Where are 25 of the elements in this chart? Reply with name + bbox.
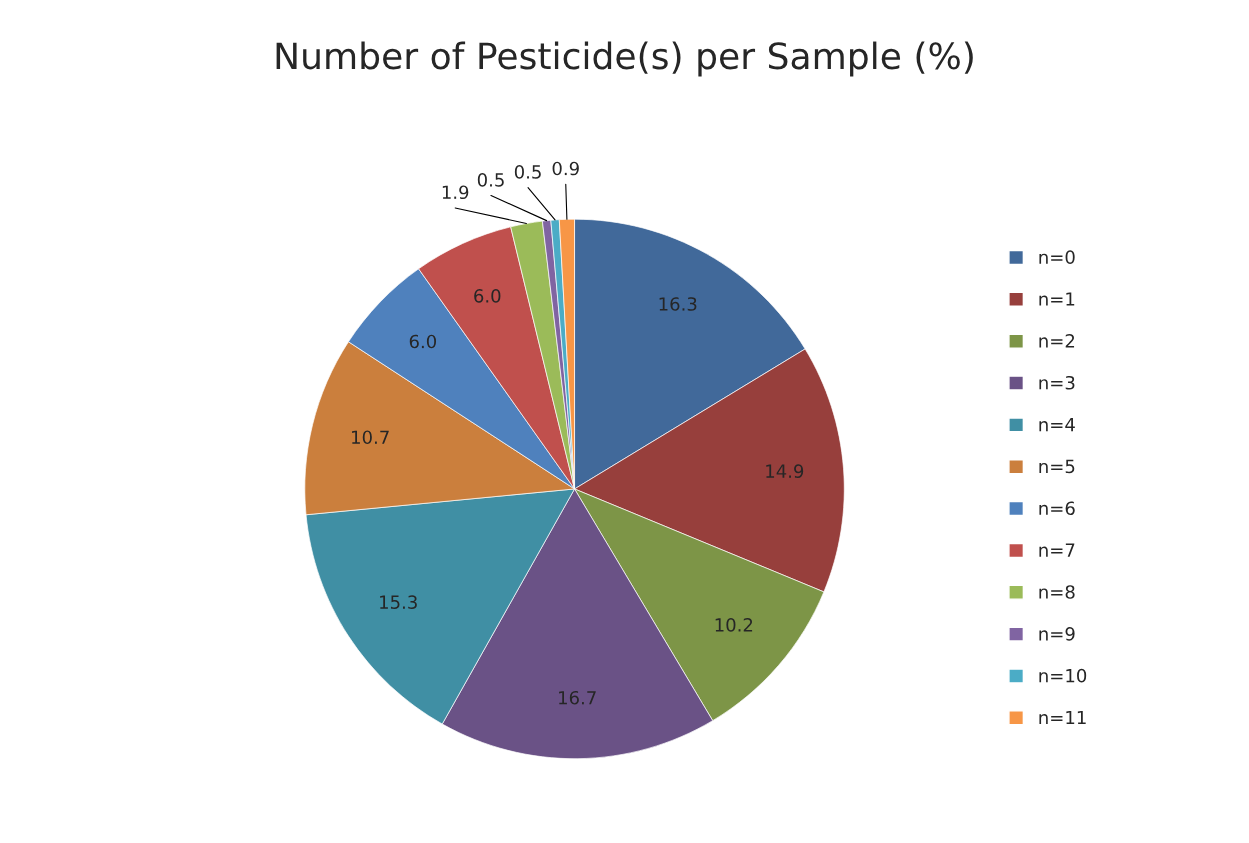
data-label: 0.9 bbox=[552, 161, 579, 176]
chart-title: Number of Pesticide(s) per Sample (%) bbox=[276, 41, 973, 77]
legend-label: n=1 bbox=[1039, 292, 1075, 306]
data-label: 10.7 bbox=[352, 430, 389, 445]
legend-label: n=7 bbox=[1039, 543, 1075, 557]
legend-label: n=2 bbox=[1039, 334, 1075, 348]
legend-label: n=0 bbox=[1039, 250, 1075, 265]
data-label: 6.0 bbox=[409, 334, 437, 349]
data-label: 15.3 bbox=[380, 595, 417, 609]
legend-label: n=4 bbox=[1039, 417, 1075, 432]
data-label: 14.9 bbox=[766, 464, 804, 478]
data-label: 16.7 bbox=[559, 690, 596, 705]
data-label: 0.5 bbox=[477, 173, 504, 187]
data-label: 16.3 bbox=[659, 297, 697, 311]
legend-label: n=10 bbox=[1039, 668, 1087, 683]
legend-label: n=8 bbox=[1039, 585, 1075, 599]
data-label: 0.5 bbox=[514, 165, 541, 179]
data-label: 10.2 bbox=[715, 618, 753, 632]
data-label: 6.0 bbox=[474, 289, 501, 303]
data-label: 1.9 bbox=[442, 185, 469, 200]
legend-label: n=5 bbox=[1039, 459, 1075, 474]
legend-label: n=3 bbox=[1039, 375, 1075, 390]
legend-label: n=11 bbox=[1039, 710, 1086, 725]
legend-label: n=9 bbox=[1039, 626, 1075, 641]
legend-label: n=6 bbox=[1039, 501, 1075, 516]
